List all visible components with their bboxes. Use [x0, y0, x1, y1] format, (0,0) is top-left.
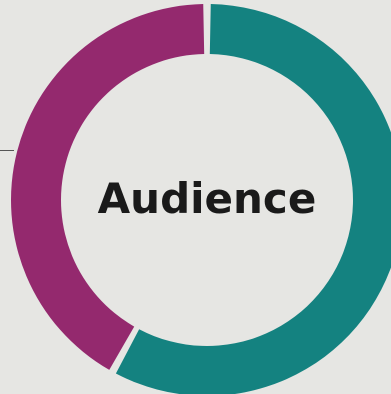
donut-slices	[11, 4, 391, 394]
donut-slice-2	[11, 4, 205, 370]
cropped-divider-line	[0, 150, 14, 151]
donut-center-label: Audience	[98, 174, 317, 223]
donut-slice-1	[115, 4, 391, 394]
